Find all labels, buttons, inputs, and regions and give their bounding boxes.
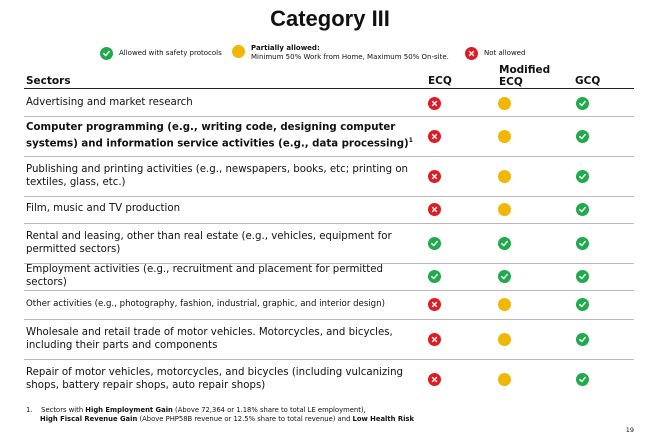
row-divider [24, 223, 634, 224]
table-row: Other activities (e.g., photography, fas… [0, 290, 660, 319]
row-divider [24, 116, 634, 117]
sector-text: Other activities (e.g., photography, fas… [26, 299, 385, 309]
footnote: 1. Sectors with High Employment Gain (Ab… [26, 406, 414, 424]
column-header-sectors: Sectors [26, 75, 71, 87]
sector-name: Wholesale and retail trade of motor vehi… [26, 327, 421, 352]
legend-partial-label: Partially allowed: Minimum 50% Work from… [251, 44, 449, 62]
x-circle-icon [428, 97, 441, 110]
sector-name: Film, music and TV production [26, 203, 421, 216]
footnote-number: 1. [26, 406, 33, 414]
row-divider [24, 319, 634, 320]
legend-partial: Partially allowed: Minimum 50% Work from… [232, 44, 449, 62]
sector-name: Rental and leasing, other than real esta… [26, 231, 421, 256]
check-circle-icon [428, 237, 441, 250]
legend-not-allowed-label: Not allowed [484, 49, 526, 57]
legend-not-allowed: Not allowed [465, 47, 525, 60]
sector-text: Film, music and TV production [26, 203, 181, 214]
table-row: Repair of motor vehicles, motorcycles, a… [0, 359, 660, 399]
check-circle-icon [576, 203, 589, 216]
page-title: Category III [270, 6, 390, 31]
sector-text: Rental and leasing, other than real esta… [26, 231, 392, 255]
check-circle-icon [576, 373, 589, 386]
sector-text: Repair of motor vehicles, motorcycles, a… [26, 367, 403, 391]
legend-allowed-label: Allowed with safety protocols [119, 49, 222, 57]
dot-circle-icon [498, 170, 511, 183]
footnote-text-2: (Above 72,364 or 1.18% share to total LE… [172, 406, 366, 414]
x-circle-icon [428, 170, 441, 183]
sector-text: Advertising and market research [26, 97, 193, 108]
check-circle-icon [576, 298, 589, 311]
sector-text: Computer programming (e.g., writing code… [26, 122, 409, 149]
check-circle-icon [576, 130, 589, 143]
page-number: 19 [625, 426, 634, 434]
header-divider [24, 88, 634, 89]
sector-name: Other activities (e.g., photography, fas… [26, 298, 421, 311]
x-circle-icon [428, 373, 441, 386]
table-row: Wholesale and retail trade of motor vehi… [0, 319, 660, 359]
column-header-modified-line2: ECQ [499, 76, 523, 88]
column-header-modified-ecq: Modified ECQ [499, 64, 550, 88]
check-circle-icon [576, 97, 589, 110]
footnote-bold-1: High Employment Gain [85, 406, 173, 414]
column-header-ecq: ECQ [428, 75, 452, 87]
table-row: Film, music and TV production [0, 196, 660, 223]
check-circle-icon [428, 270, 441, 283]
footnote-bold-2: High Fiscal Revenue Gain [40, 415, 138, 423]
x-circle-icon [428, 203, 441, 216]
x-circle-icon [428, 298, 441, 311]
sector-name: Advertising and market research [26, 97, 421, 110]
table-row: Computer programming (e.g., writing code… [0, 116, 660, 156]
table-row: Publishing and printing activities (e.g.… [0, 156, 660, 196]
legend: Allowed with safety protocols Partially … [0, 44, 660, 70]
sector-text: Publishing and printing activities (e.g.… [26, 164, 409, 188]
column-header-modified-line1: Modified [499, 64, 551, 76]
row-divider [24, 263, 634, 264]
sector-text: Wholesale and retail trade of motor vehi… [26, 327, 393, 351]
sector-name: Employment activities (e.g., recruitment… [26, 264, 421, 289]
row-divider [24, 290, 634, 291]
dot-circle-icon [498, 203, 511, 216]
legend-partial-title: Partially allowed: [251, 44, 320, 52]
table-row: Advertising and market research [0, 90, 660, 116]
row-divider [24, 359, 634, 360]
sector-name: Publishing and printing activities (e.g.… [26, 164, 421, 189]
dot-circle-icon [498, 97, 511, 110]
table-row: Employment activities (e.g., recruitment… [0, 263, 660, 290]
check-circle-icon [498, 270, 511, 283]
sector-text: Employment activities (e.g., recruitment… [26, 264, 383, 288]
footnote-text-1: Sectors with [41, 406, 86, 414]
x-circle-icon [428, 130, 441, 143]
table-row: Rental and leasing, other than real esta… [0, 223, 660, 263]
footnote-bold-3: Low Health Risk [352, 415, 414, 423]
legend-partial-detail: Minimum 50% Work from Home, Maximum 50% … [251, 53, 449, 61]
footnote-marker: 1 [408, 136, 413, 144]
dot-circle-icon [498, 373, 511, 386]
x-circle-icon [465, 47, 478, 60]
legend-allowed: Allowed with safety protocols [100, 47, 222, 60]
check-circle-icon [576, 237, 589, 250]
footnote-text-3: (Above PHP58B revenue or 12.5% share to … [137, 415, 353, 423]
x-circle-icon [428, 333, 441, 346]
column-header-gcq: GCQ [575, 75, 601, 87]
sector-name: Repair of motor vehicles, motorcycles, a… [26, 367, 421, 392]
sector-name: Computer programming (e.g., writing code… [26, 122, 421, 150]
check-circle-icon [576, 170, 589, 183]
dot-circle-icon [498, 333, 511, 346]
table-header: Sectors ECQ Modified ECQ GCQ [0, 64, 660, 90]
dot-circle-icon [498, 298, 511, 311]
dot-circle-icon [232, 45, 245, 58]
check-circle-icon [576, 333, 589, 346]
row-divider [24, 196, 634, 197]
check-circle-icon [498, 237, 511, 250]
check-circle-icon [576, 270, 589, 283]
check-circle-icon [100, 47, 113, 60]
dot-circle-icon [498, 130, 511, 143]
row-divider [24, 156, 634, 157]
